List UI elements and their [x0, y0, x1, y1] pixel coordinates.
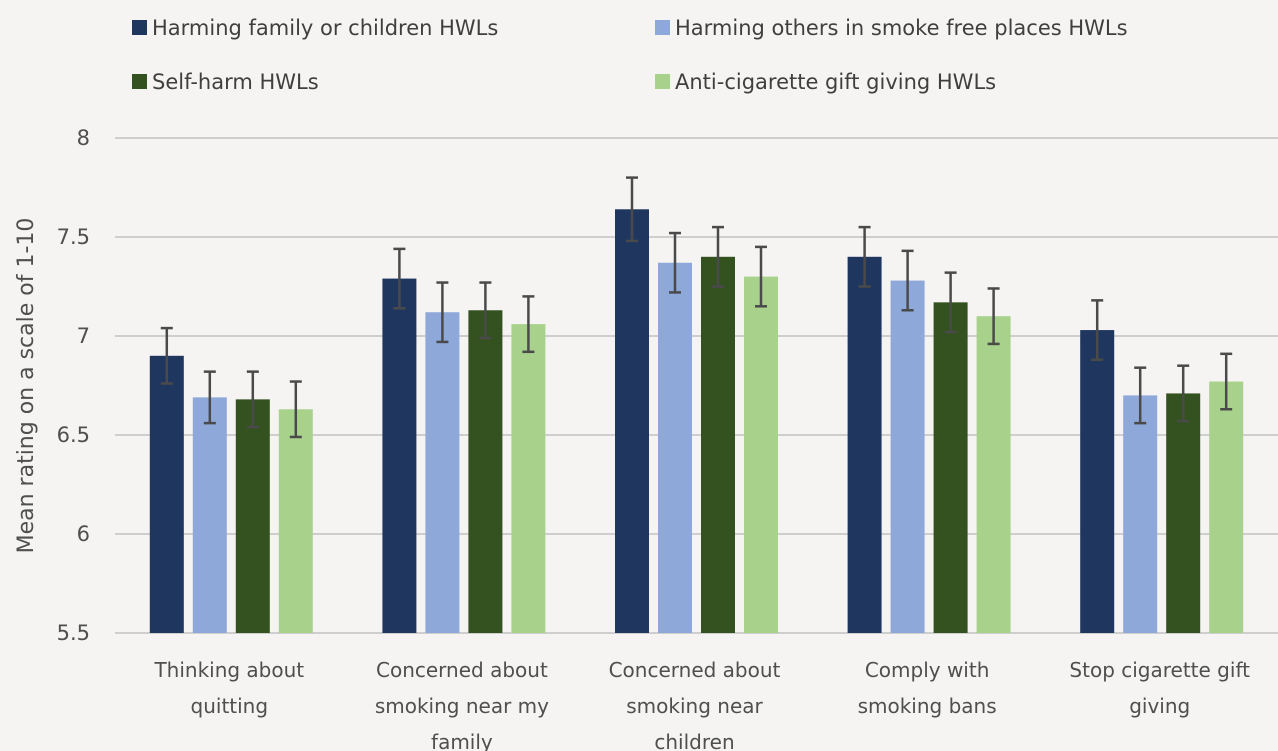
- x-tick-label: Concerned about: [376, 658, 548, 682]
- y-tick-label: 7.5: [57, 225, 90, 249]
- bar: [933, 302, 968, 633]
- legend-label: Self-harm HWLs: [152, 70, 319, 94]
- bar: [658, 262, 692, 633]
- x-tick-label: smoking near: [626, 694, 763, 718]
- x-tick-label: Stop cigarette gift: [1069, 658, 1250, 682]
- bar: [701, 256, 735, 633]
- legend-swatch: [655, 20, 670, 35]
- bar: [1166, 393, 1201, 633]
- bar: [847, 256, 882, 633]
- bar: [278, 409, 313, 633]
- y-tick-label: 8: [77, 126, 90, 150]
- x-tick-label: quitting: [191, 694, 269, 718]
- x-tick-label: giving: [1129, 694, 1190, 718]
- bar: [744, 276, 778, 633]
- x-tick-label: Comply with: [865, 658, 990, 682]
- bar: [192, 397, 227, 633]
- y-tick-label: 5.5: [57, 621, 90, 645]
- bar: [1123, 395, 1158, 633]
- legend-swatch: [655, 74, 670, 89]
- bar: [425, 312, 460, 633]
- bar: [511, 324, 546, 633]
- x-tick-label: family: [431, 730, 493, 751]
- bar: [1080, 330, 1115, 633]
- bar: [149, 355, 184, 633]
- bar: [615, 209, 649, 633]
- bar: [1209, 381, 1244, 633]
- legend-label: Harming family or children HWLs: [152, 16, 498, 40]
- y-axis-label: Mean rating on a scale of 1-10: [14, 218, 39, 554]
- legend-swatch: [132, 20, 147, 35]
- x-tick-label: Concerned about: [609, 658, 781, 682]
- x-tick-label: Thinking about: [153, 658, 304, 682]
- x-tick-label: children: [654, 730, 734, 751]
- y-tick-label: 7: [77, 324, 90, 348]
- x-tick-label: smoking bans: [858, 694, 997, 718]
- x-tick-label: smoking near my: [375, 694, 549, 718]
- bar: [890, 280, 925, 633]
- legend-label: Anti-cigarette gift giving HWLs: [675, 70, 996, 94]
- bar: [468, 310, 503, 633]
- bar: [235, 399, 270, 633]
- bar: [976, 316, 1011, 633]
- y-tick-label: 6.5: [57, 423, 90, 447]
- bar: [382, 278, 417, 633]
- y-tick-label: 6: [77, 522, 90, 546]
- legend-label: Harming others in smoke free places HWLs: [675, 16, 1128, 40]
- legend-swatch: [132, 74, 147, 89]
